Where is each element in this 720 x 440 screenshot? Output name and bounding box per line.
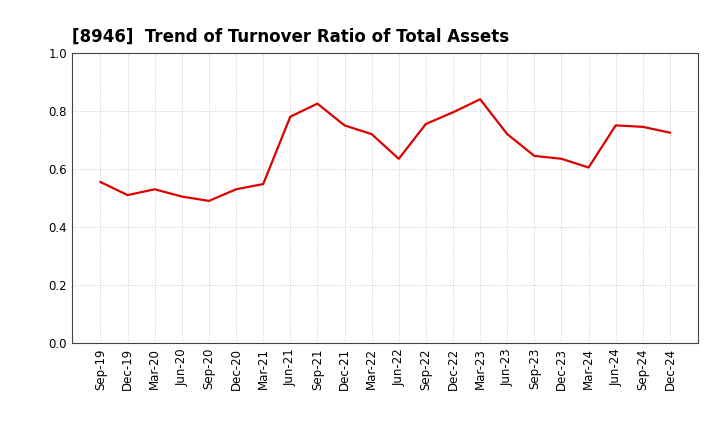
Text: [8946]  Trend of Turnover Ratio of Total Assets: [8946] Trend of Turnover Ratio of Total … <box>72 28 509 46</box>
